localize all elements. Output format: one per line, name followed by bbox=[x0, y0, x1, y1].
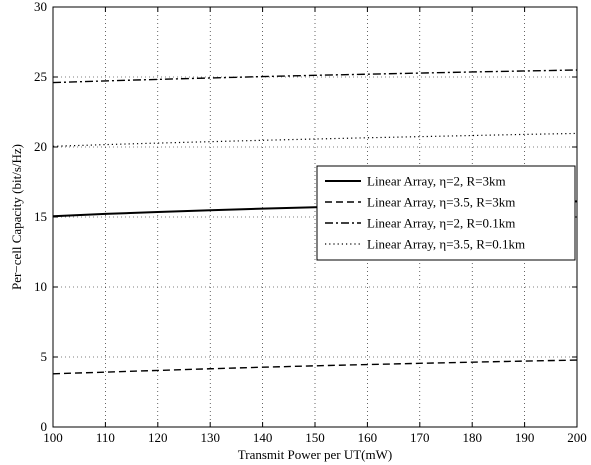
y-axis-label: Per−cell Capacity (bit/s/Hz) bbox=[9, 144, 24, 290]
y-tick-label: 25 bbox=[34, 69, 47, 84]
x-tick-label: 170 bbox=[410, 430, 430, 445]
x-tick-labels: 100 110 120 130 140 150 160 170 180 190 200 bbox=[43, 430, 587, 445]
x-tick-label: 130 bbox=[200, 430, 220, 445]
legend-label-4: Linear Array, η=3.5, R=0.1km bbox=[367, 237, 525, 252]
x-tick-label: 110 bbox=[96, 430, 115, 445]
y-tick-labels: 0 5 10 15 20 25 30 bbox=[34, 0, 47, 434]
y-tick-label: 30 bbox=[34, 0, 47, 14]
x-axis-label: Transmit Power per UT(mW) bbox=[238, 447, 392, 462]
y-tick-label: 0 bbox=[41, 419, 48, 434]
series-line-3 bbox=[52, 69, 578, 84]
legend-label-2: Linear Array, η=3.5, R=3km bbox=[367, 195, 515, 210]
series-line-4 bbox=[52, 132, 578, 147]
x-tick-label: 140 bbox=[253, 430, 273, 445]
y-tick-label: 15 bbox=[34, 209, 47, 224]
legend-label-3: Linear Array, η=2, R=0.1km bbox=[367, 216, 515, 231]
y-tick-label: 10 bbox=[34, 279, 47, 294]
legend: Linear Array, η=2, R=3km Linear Array, η=… bbox=[316, 165, 576, 261]
x-tick-label: 100 bbox=[43, 430, 63, 445]
x-tick-label: 150 bbox=[305, 430, 325, 445]
y-tick-label: 20 bbox=[34, 139, 47, 154]
x-tick-label: 200 bbox=[567, 430, 587, 445]
legend-label-1: Linear Array, η=2, R=3km bbox=[367, 174, 506, 189]
x-tick-label: 180 bbox=[462, 430, 482, 445]
y-tick-label: 5 bbox=[41, 349, 48, 364]
x-tick-label: 160 bbox=[358, 430, 378, 445]
x-tick-label: 120 bbox=[148, 430, 168, 445]
x-tick-label: 190 bbox=[515, 430, 535, 445]
